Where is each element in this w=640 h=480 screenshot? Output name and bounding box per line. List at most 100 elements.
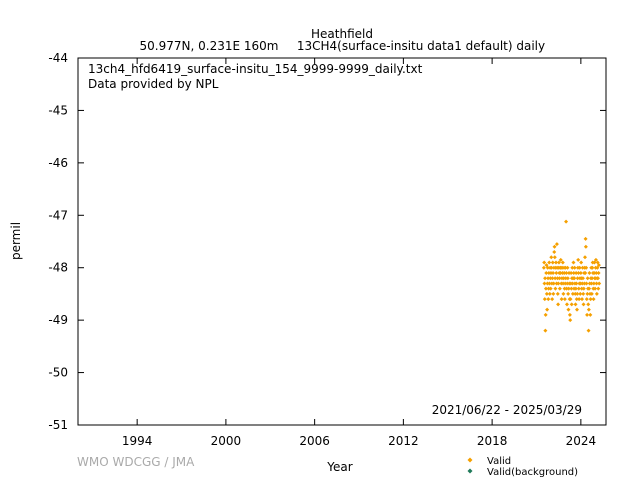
data-point-valid [554, 270, 559, 275]
data-point-valid [544, 270, 549, 275]
data-point-valid [579, 286, 584, 291]
data-point-valid [580, 281, 585, 286]
data-point-valid [555, 291, 560, 296]
data-point-valid [563, 281, 568, 286]
data-point-valid [594, 270, 599, 275]
data-point-valid [574, 297, 579, 302]
data-point-valid [590, 276, 595, 281]
x-tick-label: 2024 [566, 434, 597, 448]
data-point-valid [568, 318, 573, 323]
data-point-valid [581, 302, 586, 307]
data-point-valid [543, 286, 548, 291]
data-point-valid [583, 270, 588, 275]
data-point-valid [562, 297, 567, 302]
data-point-valid [568, 297, 573, 302]
data-point-valid [595, 265, 600, 270]
data-point-valid [548, 270, 553, 275]
data-point-valid [596, 270, 601, 275]
data-point-valid [569, 270, 574, 275]
data-point-valid [574, 270, 579, 275]
data-point-valid [548, 286, 553, 291]
data-point-valid [551, 270, 556, 275]
data-point-valid [545, 265, 550, 270]
y-tick-label: -51 [48, 418, 68, 432]
credit-text: WMO WDCGG / JMA [77, 455, 195, 469]
data-point-valid [573, 291, 578, 296]
data-point-valid [562, 270, 567, 275]
data-point-valid [563, 265, 568, 270]
filename-annotation: 13ch4_hfd6419_surface-insitu_154_9999-99… [88, 62, 423, 76]
y-tick-label: -46 [48, 156, 68, 170]
data-point-valid [564, 302, 569, 307]
x-tick-label: 2012 [388, 434, 419, 448]
data-point-valid [586, 328, 591, 333]
x-axis: 1994 2000 2006 2012 2018 2024 [122, 58, 596, 448]
legend-label-background: Valid(background) [487, 467, 578, 478]
data-point-valid [591, 281, 596, 286]
chart-title-site: Heathfield [311, 27, 373, 41]
data-point-valid [596, 286, 601, 291]
data-point-valid [544, 291, 549, 296]
y-tick-label: -49 [48, 313, 68, 327]
data-point-valid [587, 286, 592, 291]
data-point-valid [554, 242, 559, 247]
data-point-valid [572, 276, 577, 281]
date-range-annotation: 2021/06/22 - 2025/03/29 [432, 403, 582, 417]
data-point-valid [584, 281, 589, 286]
data-point-valid [584, 265, 589, 270]
x-tick-label: 2000 [211, 434, 242, 448]
data-point-valid [579, 260, 584, 265]
data-point-valid [553, 276, 558, 281]
data-point-valid [576, 286, 581, 291]
data-point-valid [572, 265, 577, 270]
data-point-valid [552, 249, 557, 254]
data-point-valid [576, 257, 581, 262]
data-point-valid [575, 276, 580, 281]
y-tick-label: -47 [48, 208, 68, 222]
data-point-valid [546, 286, 551, 291]
provider-annotation: Data provided by NPL [88, 77, 219, 91]
data-point-valid [580, 265, 585, 270]
data-point-valid [546, 297, 551, 302]
data-point-valid [589, 281, 594, 286]
data-point-valid [592, 260, 597, 265]
data-point-valid [561, 291, 566, 296]
data-point-valid [574, 281, 579, 286]
data-point-valid [597, 281, 602, 286]
data-point-valid [569, 286, 574, 291]
data-point-valid [586, 302, 591, 307]
data-point-valid [550, 260, 555, 265]
data-point-valid [583, 244, 588, 249]
data-point-valid [580, 297, 585, 302]
data-point-valid [559, 297, 564, 302]
data-point-valid [555, 276, 560, 281]
data-point-valid [575, 291, 580, 296]
data-point-valid [564, 219, 569, 224]
data-point-valid [554, 260, 559, 265]
data-point-valid [547, 260, 552, 265]
data-points [541, 219, 602, 333]
data-point-valid [566, 307, 571, 312]
y-tick-label: -44 [48, 51, 68, 65]
data-point-valid [565, 276, 570, 281]
data-point-valid [550, 297, 555, 302]
data-point-valid [586, 307, 591, 312]
data-point-valid [591, 297, 596, 302]
data-point-valid [581, 291, 586, 296]
data-point-valid [542, 281, 547, 286]
data-point-valid [587, 270, 592, 275]
data-point-valid [581, 286, 586, 291]
data-point-valid [596, 263, 601, 268]
data-point-valid [564, 270, 569, 275]
data-point-valid [588, 312, 593, 317]
data-point-valid [557, 286, 562, 291]
data-point-valid [546, 276, 551, 281]
data-point-valid [588, 297, 593, 302]
legend: Valid Valid(background) [467, 456, 578, 478]
data-point-valid [541, 265, 546, 270]
data-point-valid [571, 270, 576, 275]
data-point-valid [549, 255, 554, 260]
legend-marker-valid [467, 457, 473, 463]
data-point-valid [545, 281, 550, 286]
